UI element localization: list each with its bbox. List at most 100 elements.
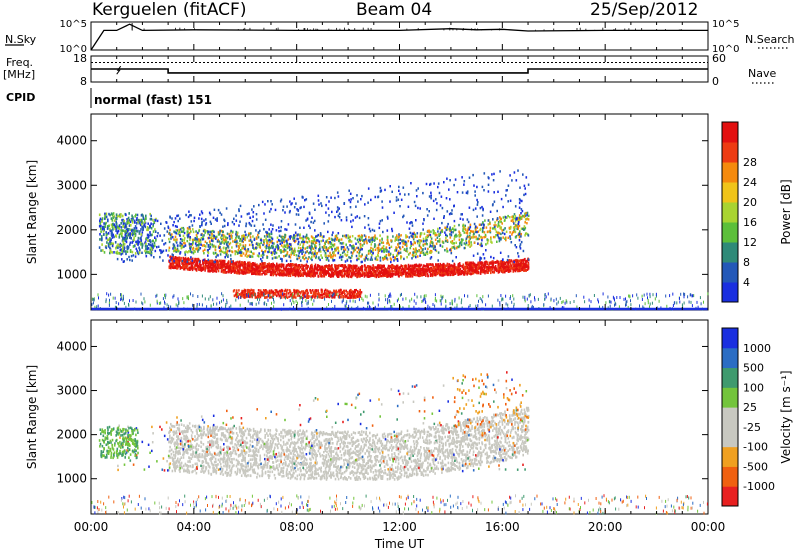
power-cell	[341, 265, 344, 268]
power-cell	[334, 269, 337, 273]
power-cell	[444, 264, 447, 268]
power-cell	[172, 224, 174, 227]
power-cell	[257, 292, 259, 295]
power-cell	[244, 236, 246, 240]
power-cell	[246, 212, 249, 216]
power-cell	[170, 266, 172, 270]
power-cell	[454, 272, 457, 275]
power-cell	[503, 266, 506, 269]
power-cell	[371, 228, 374, 232]
power-cell	[227, 241, 229, 244]
power-cell	[469, 265, 472, 268]
power-cell	[335, 289, 338, 292]
power-cell	[437, 251, 440, 254]
power-cell	[245, 224, 247, 228]
power-cell	[254, 262, 256, 265]
power-cell	[434, 234, 437, 237]
power-cell	[350, 260, 352, 263]
power-cell	[512, 226, 515, 229]
power-cell	[377, 249, 380, 252]
power-cell	[453, 238, 456, 241]
power-cell	[246, 293, 249, 296]
power-cell	[470, 236, 473, 239]
power-cell	[412, 236, 415, 239]
power-cell	[317, 239, 319, 242]
power-cell	[414, 265, 416, 268]
power-cell	[433, 230, 435, 233]
power-cell	[237, 249, 240, 252]
power-cell	[383, 257, 385, 260]
power-cell	[330, 196, 332, 199]
power-cell	[338, 256, 341, 259]
power-cell	[449, 179, 451, 182]
power-cell	[343, 265, 346, 269]
power-cell	[258, 243, 261, 246]
power-cell	[306, 274, 308, 278]
power-cell	[438, 264, 441, 268]
power-cell	[292, 250, 295, 253]
power-cell	[494, 261, 497, 264]
power-cell	[518, 214, 521, 217]
power-cell	[222, 236, 225, 239]
power-cell	[514, 230, 517, 234]
power-cell	[349, 296, 352, 299]
power-cell	[424, 268, 427, 272]
power-cell	[244, 296, 247, 299]
power-cell	[478, 262, 480, 265]
power-cell	[174, 238, 177, 242]
power-cell	[208, 247, 211, 250]
power-cell	[203, 244, 205, 247]
power-cell	[524, 212, 526, 215]
power-cell	[474, 194, 476, 197]
power-cell	[290, 251, 293, 255]
power-cell	[467, 271, 470, 275]
power-cell	[238, 289, 240, 292]
power-cell	[257, 242, 260, 245]
power-cell	[426, 269, 428, 272]
power-cell	[303, 254, 306, 257]
power-cell	[363, 264, 366, 267]
power-cell	[331, 264, 333, 267]
power-cell	[487, 271, 489, 274]
power-cell	[373, 236, 375, 239]
power-cell	[372, 252, 374, 255]
power-cell	[299, 243, 301, 246]
power-cell	[253, 247, 256, 251]
power-cell	[314, 208, 316, 211]
power-cell	[217, 208, 220, 212]
power-cell	[276, 243, 279, 247]
power-cell	[383, 250, 385, 254]
power-cell	[470, 272, 472, 275]
power-cell	[372, 268, 374, 271]
power-cell	[489, 231, 492, 234]
power-cell	[419, 242, 421, 245]
power-cell	[361, 268, 364, 272]
power-cell	[367, 249, 370, 253]
power-cell	[206, 264, 208, 268]
power-cell	[431, 273, 433, 276]
power-cell	[414, 233, 417, 236]
power-cell	[418, 269, 420, 272]
power-cell	[405, 236, 407, 239]
power-cell	[347, 234, 349, 237]
power-cell	[476, 215, 478, 218]
power-cell	[373, 265, 375, 269]
power-cell	[348, 240, 350, 243]
power-cell	[345, 269, 347, 273]
power-cell	[190, 257, 192, 261]
power-cell	[235, 250, 237, 253]
power-cell	[465, 271, 467, 275]
power-cell	[510, 225, 512, 229]
power-cell	[522, 268, 525, 272]
power-cell	[340, 245, 343, 249]
power-cell	[384, 272, 386, 275]
power-cell	[516, 269, 519, 273]
power-cell	[331, 243, 334, 247]
power-cell	[413, 272, 415, 276]
power-cell	[210, 269, 212, 273]
power-cell	[400, 255, 402, 258]
power-cell	[483, 231, 486, 234]
power-cell	[187, 268, 189, 271]
power-cell	[268, 228, 270, 231]
power-cell	[133, 227, 136, 230]
